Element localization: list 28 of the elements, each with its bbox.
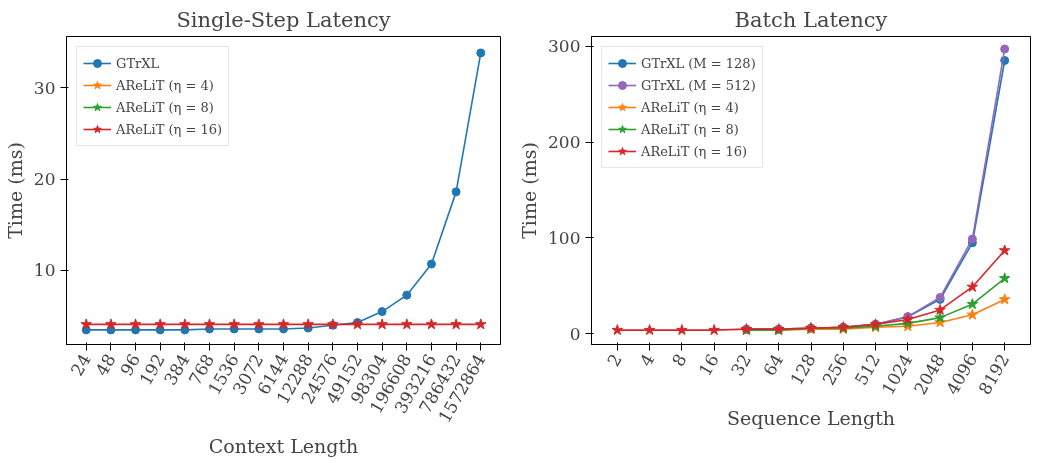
legend-label: AReLiT (η = 8)	[641, 121, 739, 137]
x-axis-title: Context Length	[208, 435, 359, 458]
x-tick-label: 16	[694, 350, 723, 380]
legend-label: AReLiT (η = 16)	[116, 121, 223, 137]
y-tick-label: 10	[33, 260, 56, 281]
y-tick-label: 100	[548, 228, 581, 248]
legend-label: GTrXL (M = 512)	[641, 77, 756, 93]
y-axis-title: Time (ms)	[3, 142, 26, 239]
chart-title: Batch Latency	[734, 7, 888, 32]
x-tick-label: 2	[603, 350, 626, 370]
y-axis-title: Time (ms)	[518, 142, 541, 239]
x-tick-label: 64	[759, 350, 788, 380]
legend-label: AReLiT (η = 4)	[116, 77, 214, 93]
legend-label: AReLiT (η = 4)	[641, 99, 739, 115]
legend-label: AReLiT (η = 16)	[641, 143, 748, 159]
chart-title: Single-Step Latency	[176, 7, 391, 32]
y-tick-label: 200	[548, 132, 581, 153]
y-tick-label: 0	[569, 323, 581, 344]
legend-label: GTrXL	[116, 55, 160, 71]
x-tick-label: 32	[726, 350, 756, 380]
x-axis-title: Sequence Length	[726, 406, 896, 429]
legend-label: GTrXL (M = 128)	[641, 55, 756, 71]
y-tick-label: 20	[33, 169, 56, 190]
y-tick-label: 300	[548, 36, 581, 57]
y-tick-label: 30	[33, 77, 56, 98]
x-tick-label: 4	[635, 350, 659, 370]
legend-label: AReLiT (η = 8)	[116, 99, 214, 115]
x-tick-label: 8	[667, 350, 691, 370]
